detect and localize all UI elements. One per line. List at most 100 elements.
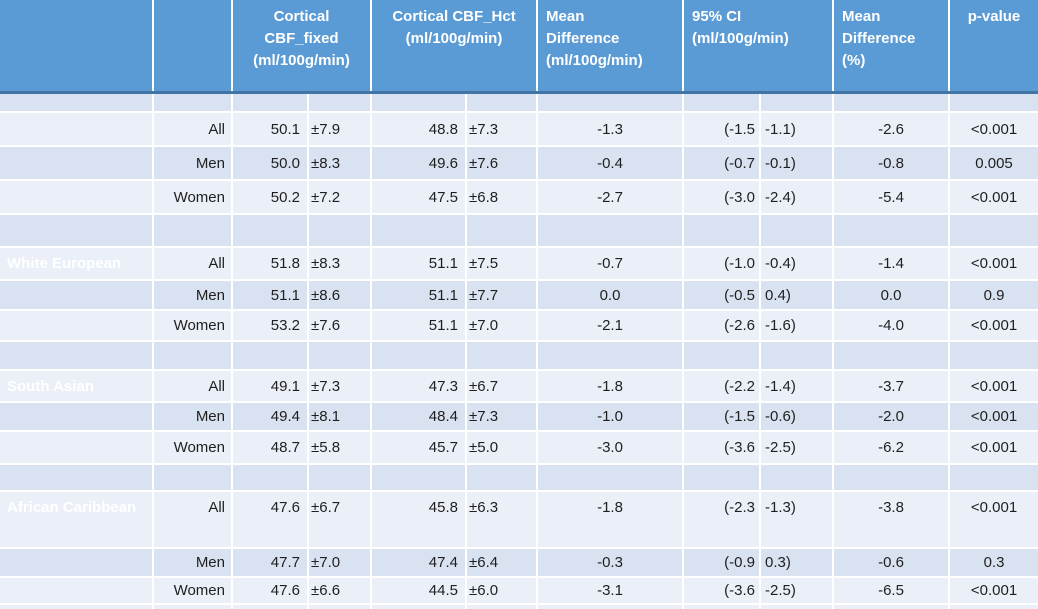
ci-low-cell: (-0.7 (682, 145, 762, 181)
ci-high-cell: -2.5) (759, 576, 835, 605)
group-label-cell: African Caribbean (0, 490, 154, 549)
spacer-cell (536, 463, 685, 492)
spacer-cell (307, 213, 372, 248)
cbf-fixed-value-cell: 48.7 (231, 430, 309, 465)
header-cbf-hct: Cortical CBF_Hct (ml/100g/min) (369, 0, 539, 93)
table-body: All 50.1 ±7.9 48.8 ±7.3 -1.3 (-1.5 -1.1)… (0, 91, 1038, 609)
group-label-cell: White European (0, 246, 154, 281)
header-sex (152, 0, 233, 93)
spacer-cell (307, 91, 372, 113)
p-value-cell: <0.001 (948, 111, 1038, 147)
ci-high-cell: -2.5) (759, 430, 835, 465)
mean-diff-pct-cell: -2.0 (832, 401, 951, 432)
spacer-cell (464, 340, 539, 371)
data-row: Women 50.2 ±7.2 47.5 ±6.8 -2.7 (-3.0 -2.… (0, 179, 1038, 215)
mean-diff-cell: 0.0 (536, 279, 685, 311)
spacer-cell (948, 463, 1038, 492)
mean-diff-cell: -0.4 (536, 145, 685, 181)
spacer-cell (832, 463, 951, 492)
cbf-fixed-sd-cell: ±7.6 (307, 309, 372, 342)
cbf-fixed-value-cell: 49.4 (231, 401, 309, 432)
cbf-fixed-value-cell: 49.1 (231, 369, 309, 403)
ci-low-cell: (-2.3 (682, 490, 762, 549)
cbf-fixed-sd-cell: ±7.0 (307, 547, 372, 578)
cbf-fixed-sd-cell: ±7.2 (307, 179, 372, 215)
group-cell (0, 340, 154, 371)
data-row: All 50.1 ±7.9 48.8 ±7.3 -1.3 (-1.5 -1.1)… (0, 111, 1038, 147)
mean-diff-cell: -1.0 (536, 401, 685, 432)
cbf-fixed-value-cell: 47.7 (231, 547, 309, 578)
ci-low-cell: (-2.6 (682, 309, 762, 342)
cbf-hct-value-cell: 47.4 (370, 547, 467, 578)
spacer-cell (759, 91, 835, 113)
spacer-cell (948, 213, 1038, 248)
cbf-hct-sd-cell: ±7.3 (464, 111, 539, 147)
spacer-cell (152, 340, 233, 371)
cbf-hct-value-cell: 47.3 (370, 369, 467, 403)
p-value-cell: <0.001 (948, 369, 1038, 403)
cbf-hct-value-cell: 51.1 (370, 309, 467, 342)
spacer-cell (536, 213, 685, 248)
spacer-cell (948, 91, 1038, 113)
mean-diff-pct-cell: -6.2 (832, 430, 951, 465)
mean-diff-cell: -2.7 (536, 179, 685, 215)
cbf-fixed-value-cell: 51.8 (231, 246, 309, 281)
cbf-hct-value-cell: 48.8 (370, 111, 467, 147)
spacer-cell (948, 340, 1038, 371)
mean-diff-pct-cell: -2.6 (832, 111, 951, 147)
cbf-hct-value-cell: 49.6 (370, 145, 467, 181)
spacer-cell (832, 340, 951, 371)
spacer-row (0, 463, 1038, 492)
cbf-hct-sd-cell: ±6.3 (464, 490, 539, 549)
sex-cell: Women (152, 309, 233, 342)
cbf-fixed-sd-cell: ±6.7 (307, 490, 372, 549)
header-cbf-fixed: Cortical CBF_fixed (ml/100g/min) (231, 0, 372, 93)
spacer-cell (370, 91, 467, 113)
mean-diff-cell: -1.8 (536, 369, 685, 403)
p-value-cell: <0.001 (948, 246, 1038, 281)
header-95ci: 95% CI (ml/100g/min) (682, 0, 835, 93)
mean-diff-cell: -3.0 (536, 430, 685, 465)
mean-diff-cell: -3.1 (536, 576, 685, 605)
ci-low-cell: (-1.0 (682, 246, 762, 281)
group-cell (0, 576, 154, 605)
spacer-row (0, 91, 1038, 113)
spacer-cell (231, 213, 309, 248)
sex-cell: Women (152, 179, 233, 215)
ci-low-cell: (-3.6 (682, 576, 762, 605)
spacer-cell (464, 91, 539, 113)
cbf-fixed-value-cell: 53.2 (231, 309, 309, 342)
sex-cell: All (152, 369, 233, 403)
group-cell (0, 179, 154, 215)
mean-diff-cell: -1.8 (536, 490, 685, 549)
ci-high-cell: -0.1) (759, 145, 835, 181)
header-row: Cortical CBF_fixed (ml/100g/min) Cortica… (0, 0, 1038, 93)
cbf-hct-value-cell: 48.4 (370, 401, 467, 432)
spacer-cell (682, 463, 762, 492)
cbf-hct-sd-cell: ±6.7 (464, 369, 539, 403)
sex-cell: All (152, 246, 233, 281)
mean-diff-pct-cell: -3.7 (832, 369, 951, 403)
cbf-hct-sd-cell: ±7.6 (464, 145, 539, 181)
ci-low-cell: (-3.6 (682, 430, 762, 465)
mean-diff-cell: -0.3 (536, 547, 685, 578)
data-row: South Asian All 49.1 ±7.3 47.3 ±6.7 -1.8… (0, 369, 1038, 403)
ci-high-cell: -1.1) (759, 111, 835, 147)
ci-high-cell: 0.4) (759, 279, 835, 311)
ci-high-cell: -0.4) (759, 246, 835, 281)
p-value-cell: <0.001 (948, 401, 1038, 432)
ci-low-cell: (-0.5 (682, 279, 762, 311)
cbf-hct-sd-cell: ±7.0 (464, 309, 539, 342)
sex-cell: Men (152, 145, 233, 181)
spacer-cell (152, 213, 233, 248)
p-value-cell: <0.001 (948, 179, 1038, 215)
mean-diff-cell: -1.3 (536, 111, 685, 147)
spacer-cell (307, 463, 372, 492)
spacer-cell (536, 91, 685, 113)
mean-diff-pct-cell: -6.5 (832, 576, 951, 605)
cbf-fixed-sd-cell: ±8.1 (307, 401, 372, 432)
cbf-hct-sd-cell: ±6.0 (464, 576, 539, 605)
mean-diff-cell: -2.1 (536, 309, 685, 342)
spacer-cell (370, 463, 467, 492)
spacer-cell (231, 340, 309, 371)
